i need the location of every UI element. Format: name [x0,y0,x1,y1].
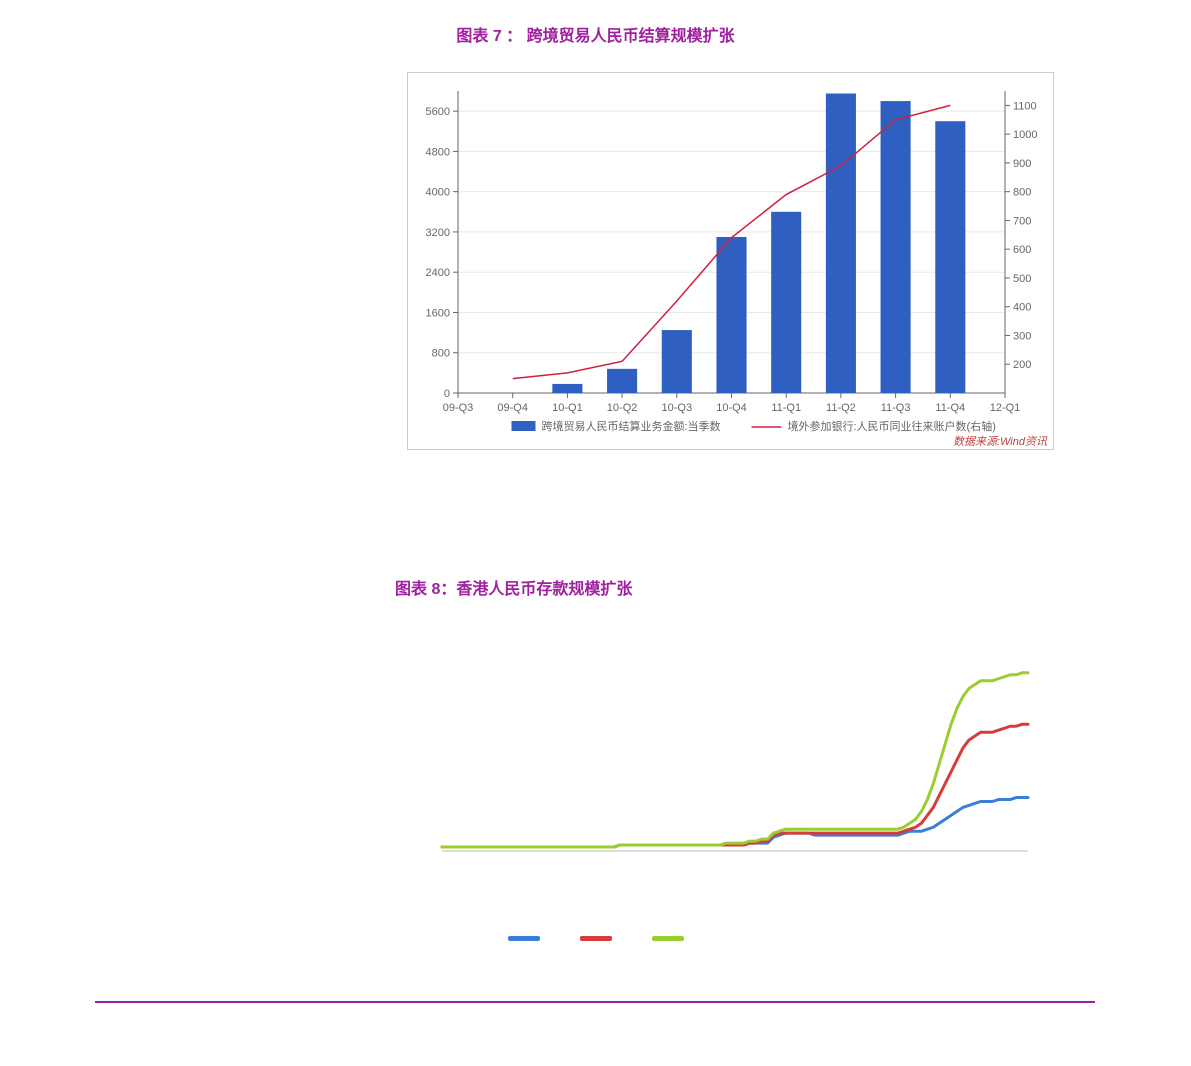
svg-text:5600: 5600 [426,106,450,118]
svg-text:跨境贸易人民币结算业务金额:当季数: 跨境贸易人民币结算业务金额:当季数 [542,419,721,433]
svg-text:800: 800 [432,348,450,360]
chart7-container: 0 800 1600 2400 3200 4000 4800 5600 200 300 400 500… [407,72,1054,450]
svg-text:境外参加银行:人民币同业往来账户数(右轴): 境外参加银行:人民币同业往来账户数(右轴) [788,419,996,433]
svg-text:900: 900 [1013,158,1031,170]
svg-text:700: 700 [1013,215,1031,227]
svg-text:600: 600 [1013,244,1031,256]
legend-item-2 [580,936,612,941]
legend-swatch-1 [508,936,540,941]
svg-text:500: 500 [1013,273,1031,285]
svg-text:09-Q4: 09-Q4 [497,402,528,414]
chart7-svg: 0 800 1600 2400 3200 4000 4800 5600 200 300 400 500… [408,73,1055,451]
legend-swatch-2 [580,936,612,941]
legend-swatch-3 [652,936,684,941]
svg-text:11-Q3: 11-Q3 [881,402,911,414]
chart8-container [438,647,1032,857]
chart8-title: 图表 8：香港人民币存款规模扩张 [395,575,632,599]
svg-text:0: 0 [444,388,450,400]
svg-text:200: 200 [1013,359,1031,371]
svg-text:11-Q4: 11-Q4 [935,402,965,414]
legend-item-1 [508,936,540,941]
svg-text:300: 300 [1013,330,1031,342]
svg-text:10-Q1: 10-Q1 [552,402,583,414]
svg-text:09-Q3: 09-Q3 [443,402,474,414]
svg-text:1100: 1100 [1013,100,1037,112]
svg-text:4800: 4800 [426,146,450,158]
svg-text:10-Q2: 10-Q2 [607,402,638,414]
chart8-legend [0,936,1191,941]
svg-text:3200: 3200 [426,227,450,239]
footer-rule [95,1001,1095,1003]
svg-text:11-Q2: 11-Q2 [826,402,856,414]
svg-text:1600: 1600 [426,307,450,319]
chart7-title: 图表 7 ： 跨境贸易人民币结算规模扩张 [0,22,1191,46]
svg-text:11-Q1: 11-Q1 [771,402,801,414]
svg-text:数据来源:Wind资讯: 数据来源:Wind资讯 [953,435,1048,448]
svg-text:10-Q3: 10-Q3 [662,402,693,414]
legend-item-3 [652,936,684,941]
svg-text:1000: 1000 [1013,129,1037,141]
svg-text:400: 400 [1013,302,1031,314]
svg-text:2400: 2400 [426,267,450,279]
svg-text:10-Q4: 10-Q4 [716,402,747,414]
chart8-svg [438,647,1032,857]
svg-text:12-Q1: 12-Q1 [990,402,1021,414]
svg-text:800: 800 [1013,187,1031,199]
svg-text:4000: 4000 [426,187,450,199]
